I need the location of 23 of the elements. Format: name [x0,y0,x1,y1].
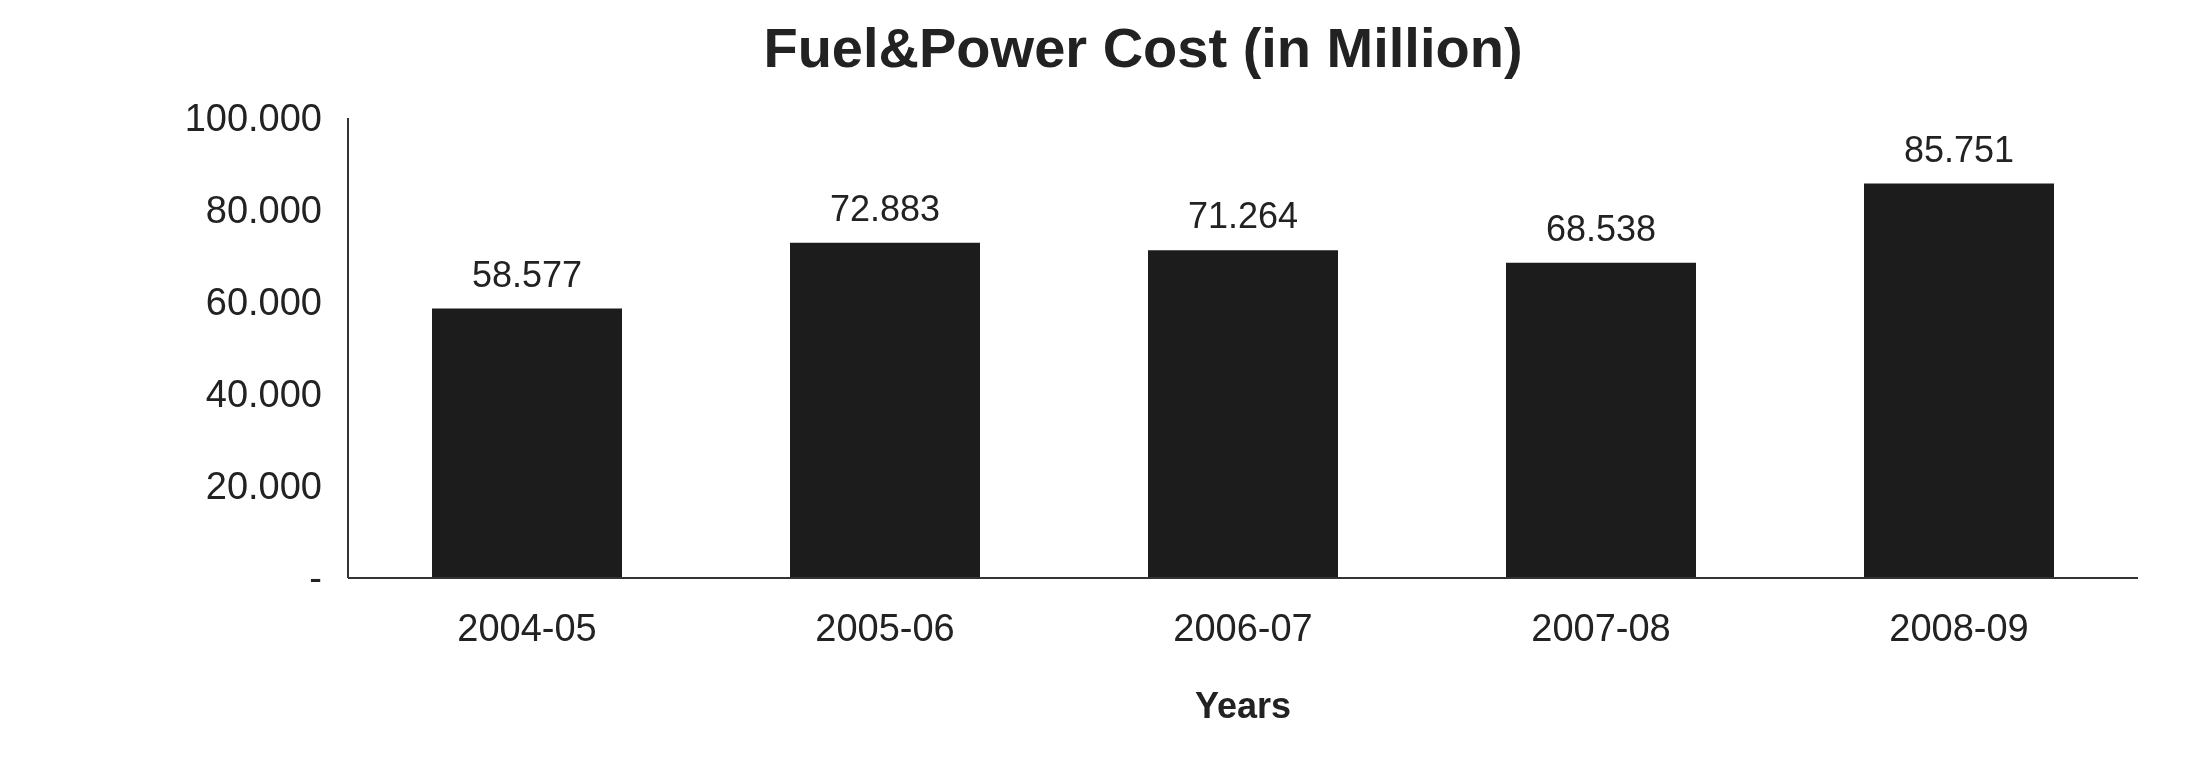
y-tick-label: 20.000 [205,465,322,508]
y-tick-label: 40.000 [205,373,322,416]
bar [1148,250,1338,578]
data-label: 72.883 [829,187,941,229]
y-tick-label: - [309,557,322,600]
data-label: 58.577 [471,253,583,295]
bar [790,242,980,578]
x-tick-label: 2004-05 [457,606,597,649]
x-tick-label: 2007-08 [1531,606,1671,649]
data-label: 85.751 [1903,128,2015,170]
bar [1864,183,2054,578]
y-tick-label: 100.000 [184,97,322,140]
x-tick-label: 2008-09 [1889,606,2029,649]
chart-title: Fuel&Power Cost (in Million) [762,15,1524,81]
x-axis-title: Years [1194,685,1292,726]
x-tick-label: 2005-06 [815,606,955,649]
y-tick-label: 80.000 [205,189,322,232]
bar [432,308,622,578]
x-tick-label: 2006-07 [1173,606,1313,649]
data-label: 71.264 [1187,195,1299,237]
bar [1506,262,1696,578]
data-label: 68.538 [1545,207,1657,249]
y-tick-label: 60.000 [205,281,322,324]
